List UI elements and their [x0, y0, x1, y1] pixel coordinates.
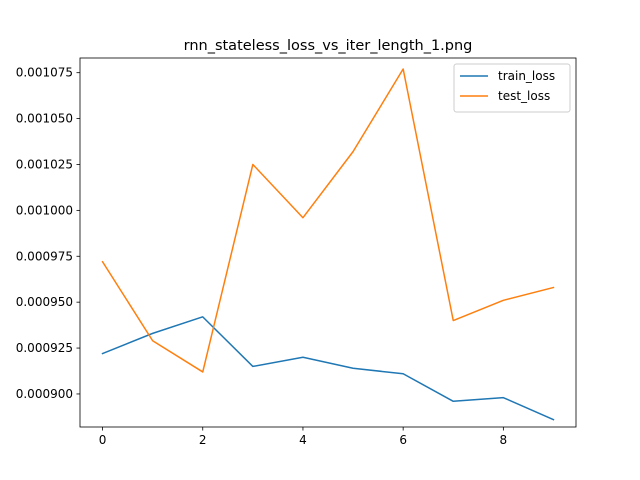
y-tick-label: 0.001000: [16, 203, 73, 217]
axes-frame: [79, 57, 577, 428]
chart-title: rnn_stateless_loss_vs_iter_length_1.png: [184, 38, 473, 54]
x-tick-label: 2: [199, 433, 207, 447]
y-tick-label: 0.001050: [16, 112, 73, 126]
y-tick-label: 0.000950: [16, 295, 73, 309]
y-tick-label: 0.001075: [16, 66, 73, 80]
axes-layer: 0 2 4 6 8 0.000900 0.000925 0.000950 0.000975 0.0…: [16, 57, 577, 447]
y-tick-label: 0.000925: [16, 341, 73, 355]
legend: train_loss test_loss: [453, 63, 571, 113]
y-tick-label: 0.001025: [16, 157, 73, 171]
series-line-train-loss: [101, 316, 555, 421]
legend-label: test_loss: [498, 89, 550, 103]
y-tick-label: 0.000900: [16, 387, 73, 401]
x-tick-label: 4: [299, 433, 307, 447]
x-tick-label: 8: [500, 433, 508, 447]
y-tick-label: 0.000975: [16, 249, 73, 263]
legend-label: train_loss: [498, 69, 555, 83]
x-tick-label: 0: [99, 433, 107, 447]
plot-area: [80, 58, 576, 427]
series-layer: [101, 68, 555, 421]
series-line-test-loss: [101, 68, 555, 373]
x-tick-label: 6: [399, 433, 407, 447]
